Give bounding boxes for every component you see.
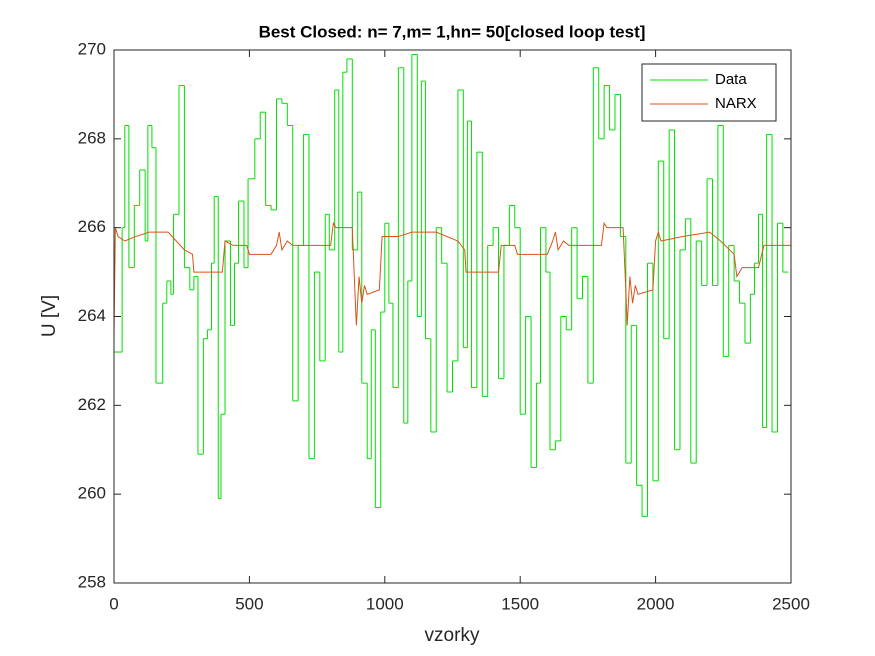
x-tick-label: 2000 (637, 594, 675, 613)
x-tick-label: 0 (109, 594, 118, 613)
y-tick-label: 260 (78, 484, 106, 503)
y-tick-label: 258 (78, 572, 106, 591)
plot-area (113, 53, 791, 517)
y-axis-label: U [V] (39, 295, 60, 337)
y-tick-label: 262 (78, 395, 106, 414)
chart-title: Best Closed: n= 7,m= 1,hn= 50[closed loo… (259, 22, 646, 41)
x-tick-label: 1500 (501, 594, 539, 613)
legend: Data NARX (641, 63, 777, 122)
y-tick-label: 268 (78, 128, 106, 147)
legend-label: Data (715, 71, 747, 88)
x-tick-label: 2500 (772, 594, 810, 613)
legend-label: NARX (715, 95, 757, 112)
x-axis-label: vzorky (425, 625, 480, 646)
y-tick-label: 270 (78, 39, 106, 58)
y-tick-label: 266 (78, 217, 106, 236)
legend-box (641, 63, 777, 122)
y-tick-label: 264 (78, 306, 106, 325)
x-tick-label: 500 (235, 594, 263, 613)
data-line (114, 53, 789, 517)
x-tick-label: 1000 (366, 594, 404, 613)
narx-line (113, 221, 791, 335)
